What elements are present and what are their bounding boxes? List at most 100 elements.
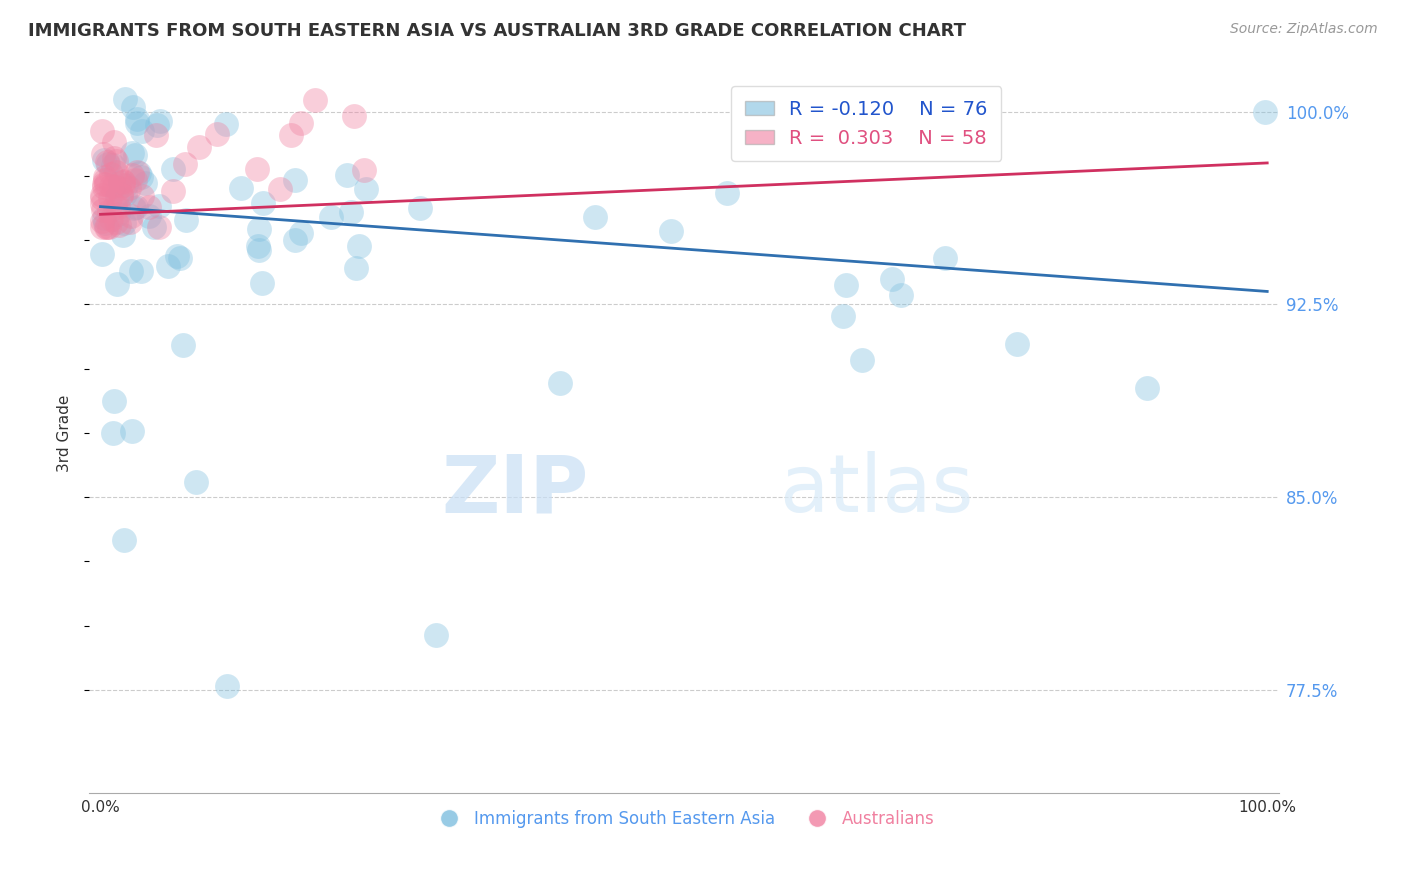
Point bbox=[245, 162, 267, 177]
Point bbox=[409, 201, 432, 215]
Point bbox=[110, 175, 132, 189]
Point bbox=[121, 424, 143, 438]
Point bbox=[91, 146, 114, 161]
Point bbox=[108, 218, 131, 232]
Point bbox=[112, 228, 135, 243]
Point bbox=[716, 186, 738, 200]
Point bbox=[129, 264, 152, 278]
Point bbox=[104, 165, 127, 179]
Point bbox=[290, 226, 312, 240]
Point bbox=[247, 243, 270, 257]
Point bbox=[832, 310, 855, 324]
Point bbox=[174, 212, 197, 227]
Point bbox=[103, 152, 125, 166]
Point bbox=[93, 217, 115, 231]
Point bbox=[91, 220, 114, 235]
Text: atlas: atlas bbox=[779, 451, 973, 529]
Point bbox=[91, 191, 114, 205]
Point bbox=[121, 168, 143, 182]
Point bbox=[96, 155, 118, 169]
Point bbox=[91, 202, 114, 217]
Point bbox=[94, 177, 117, 191]
Point bbox=[354, 182, 377, 196]
Point bbox=[149, 113, 172, 128]
Point bbox=[284, 172, 307, 186]
Point bbox=[138, 209, 160, 223]
Point bbox=[250, 276, 273, 290]
Text: IMMIGRANTS FROM SOUTH EASTERN ASIA VS AUSTRALIAN 3RD GRADE CORRELATION CHART: IMMIGRANTS FROM SOUTH EASTERN ASIA VS AU… bbox=[28, 22, 966, 40]
Point bbox=[319, 210, 342, 224]
Point bbox=[284, 233, 307, 247]
Point bbox=[103, 394, 125, 409]
Point bbox=[835, 278, 858, 293]
Point bbox=[290, 116, 312, 130]
Point bbox=[96, 220, 118, 235]
Point bbox=[100, 179, 122, 194]
Point bbox=[134, 176, 156, 190]
Point bbox=[93, 179, 115, 194]
Point bbox=[120, 264, 142, 278]
Point bbox=[104, 199, 127, 213]
Point bbox=[90, 213, 112, 227]
Point bbox=[125, 116, 148, 130]
Point bbox=[184, 475, 207, 489]
Point bbox=[90, 124, 112, 138]
Point bbox=[96, 220, 118, 235]
Point bbox=[1254, 104, 1277, 119]
Point bbox=[118, 180, 141, 194]
Point bbox=[145, 118, 167, 132]
Point bbox=[229, 181, 252, 195]
Point bbox=[90, 187, 112, 202]
Point bbox=[851, 353, 873, 368]
Text: ZIP: ZIP bbox=[441, 451, 589, 529]
Point bbox=[548, 376, 571, 390]
Point bbox=[280, 128, 302, 142]
Point bbox=[125, 200, 148, 214]
Point bbox=[90, 197, 112, 211]
Point bbox=[583, 210, 606, 224]
Point bbox=[215, 679, 238, 693]
Point bbox=[100, 168, 122, 182]
Point bbox=[114, 92, 136, 106]
Point bbox=[425, 628, 447, 642]
Point bbox=[162, 161, 184, 176]
Point bbox=[934, 251, 956, 265]
Point bbox=[93, 153, 115, 168]
Point bbox=[114, 178, 136, 192]
Point bbox=[107, 207, 129, 221]
Point bbox=[104, 215, 127, 229]
Point bbox=[112, 533, 135, 547]
Point bbox=[110, 188, 132, 202]
Point bbox=[107, 277, 129, 292]
Point bbox=[188, 140, 211, 154]
Point bbox=[205, 128, 228, 142]
Point bbox=[353, 162, 375, 177]
Point bbox=[247, 222, 270, 236]
Point bbox=[93, 173, 115, 187]
Point bbox=[148, 220, 170, 235]
Point bbox=[138, 200, 160, 214]
Point bbox=[94, 170, 117, 185]
Point bbox=[121, 146, 143, 161]
Point bbox=[103, 135, 125, 149]
Point bbox=[125, 112, 148, 127]
Point bbox=[105, 189, 128, 203]
Point bbox=[105, 153, 128, 168]
Point bbox=[342, 109, 364, 123]
Point bbox=[1136, 381, 1159, 395]
Point bbox=[93, 178, 115, 192]
Legend: Immigrants from South Eastern Asia, Australians: Immigrants from South Eastern Asia, Aust… bbox=[426, 804, 942, 835]
Point bbox=[143, 220, 166, 235]
Point bbox=[127, 165, 149, 179]
Point bbox=[120, 209, 142, 223]
Point bbox=[100, 211, 122, 226]
Point bbox=[122, 201, 145, 215]
Point bbox=[169, 251, 191, 265]
Point bbox=[112, 216, 135, 230]
Point bbox=[304, 93, 326, 107]
Point bbox=[131, 188, 153, 202]
Point bbox=[101, 158, 124, 172]
Point bbox=[107, 200, 129, 214]
Point bbox=[880, 272, 903, 286]
Point bbox=[97, 157, 120, 171]
